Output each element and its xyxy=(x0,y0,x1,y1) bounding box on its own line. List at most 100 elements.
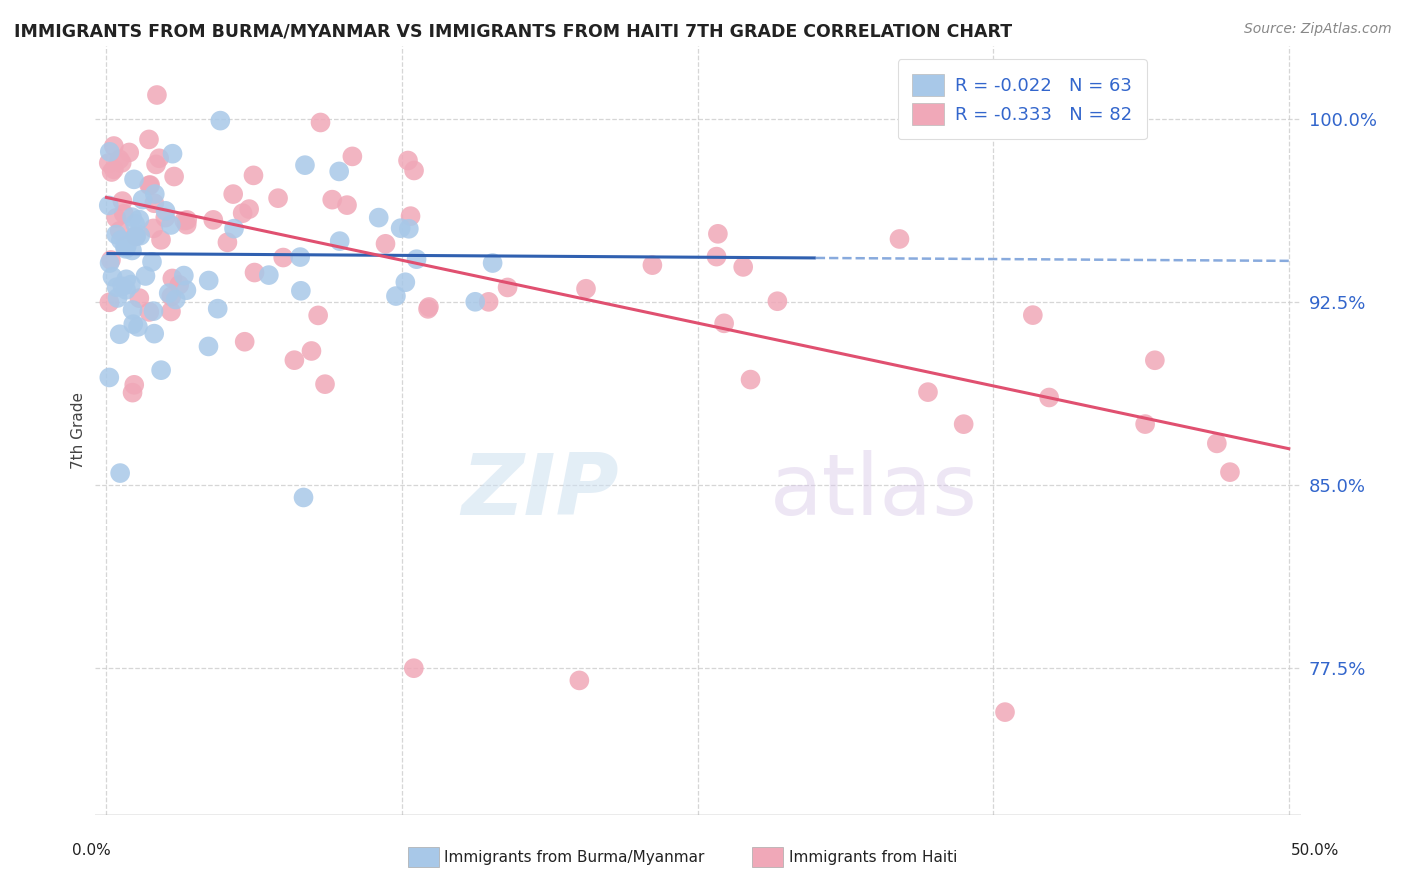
Point xyxy=(217,235,239,250)
Point xyxy=(167,277,190,292)
Point xyxy=(122,172,145,186)
Point xyxy=(150,233,173,247)
Point xyxy=(122,377,145,392)
Point xyxy=(163,169,186,184)
Point xyxy=(150,363,173,377)
Point xyxy=(160,218,183,232)
Point xyxy=(148,151,170,165)
Point xyxy=(103,162,125,177)
Point xyxy=(402,163,425,178)
Text: ZIP: ZIP xyxy=(461,450,619,533)
Point xyxy=(162,271,184,285)
Point xyxy=(301,343,323,358)
Point xyxy=(103,139,125,153)
Point xyxy=(402,661,425,675)
Point xyxy=(243,266,266,280)
Point xyxy=(222,221,245,235)
Point xyxy=(160,289,183,303)
Point xyxy=(114,240,136,254)
Point xyxy=(733,260,755,274)
Legend: R = -0.022   N = 63, R = -0.333   N = 82: R = -0.022 N = 63, R = -0.333 N = 82 xyxy=(897,59,1147,139)
Point xyxy=(105,280,128,294)
Point xyxy=(146,88,169,103)
Point xyxy=(98,256,121,270)
Point xyxy=(271,251,294,265)
Point xyxy=(290,250,312,264)
Point xyxy=(706,250,728,264)
Point xyxy=(122,317,145,331)
Point xyxy=(139,178,162,192)
Text: Immigrants from Burma/Myanmar: Immigrants from Burma/Myanmar xyxy=(444,850,704,864)
Point xyxy=(145,157,167,171)
Point xyxy=(155,203,177,218)
Point xyxy=(108,327,131,342)
Point xyxy=(120,277,142,292)
Point xyxy=(165,293,187,307)
Point xyxy=(125,229,148,244)
Point xyxy=(389,221,412,235)
Point xyxy=(141,255,163,269)
Point xyxy=(176,213,198,227)
Point xyxy=(374,236,396,251)
Point xyxy=(176,283,198,297)
Point xyxy=(294,158,316,172)
Point xyxy=(416,301,439,316)
Point xyxy=(115,238,138,252)
Point xyxy=(111,156,134,170)
Point xyxy=(142,221,165,235)
Point xyxy=(464,294,486,309)
Point xyxy=(740,373,762,387)
Point xyxy=(314,377,336,392)
Point xyxy=(1219,465,1241,479)
Point xyxy=(110,233,132,247)
Text: IMMIGRANTS FROM BURMA/MYANMAR VS IMMIGRANTS FROM HAITI 7TH GRADE CORRELATION CHA: IMMIGRANTS FROM BURMA/MYANMAR VS IMMIGRA… xyxy=(14,22,1012,40)
Point xyxy=(176,218,198,232)
Point xyxy=(131,193,153,207)
Point xyxy=(367,211,389,225)
Point xyxy=(209,113,232,128)
Point xyxy=(994,705,1017,719)
Point xyxy=(307,309,329,323)
Point xyxy=(142,304,165,318)
Point xyxy=(143,196,166,211)
Text: Source: ZipAtlas.com: Source: ZipAtlas.com xyxy=(1244,22,1392,37)
Point xyxy=(1143,353,1166,368)
Point xyxy=(121,210,143,224)
Point xyxy=(267,191,290,205)
Point xyxy=(121,303,143,318)
Point xyxy=(157,286,180,301)
Point xyxy=(766,294,789,309)
Point xyxy=(98,295,121,310)
Point xyxy=(1133,417,1156,431)
Point xyxy=(568,673,591,688)
Point xyxy=(101,269,124,284)
Point xyxy=(396,153,419,168)
Point xyxy=(207,301,229,316)
Point xyxy=(128,291,150,305)
Point xyxy=(124,217,146,231)
Point xyxy=(329,234,352,248)
Point xyxy=(496,280,519,294)
Point xyxy=(399,209,422,223)
Point xyxy=(641,258,664,272)
Point xyxy=(98,145,121,159)
Point xyxy=(418,300,440,314)
Point xyxy=(129,228,152,243)
Point xyxy=(121,244,143,258)
Point xyxy=(108,153,131,167)
Point xyxy=(197,273,219,287)
Point xyxy=(242,169,264,183)
Text: atlas: atlas xyxy=(770,450,979,533)
Point xyxy=(115,272,138,286)
Text: 50.0%: 50.0% xyxy=(1291,843,1339,858)
Point xyxy=(114,242,136,256)
Point xyxy=(575,282,598,296)
Point xyxy=(233,334,256,349)
Point xyxy=(162,146,184,161)
Point xyxy=(398,221,420,235)
Point xyxy=(100,252,122,267)
Point xyxy=(292,491,315,505)
Point xyxy=(134,268,156,283)
Point xyxy=(283,353,305,368)
Point xyxy=(342,149,364,163)
